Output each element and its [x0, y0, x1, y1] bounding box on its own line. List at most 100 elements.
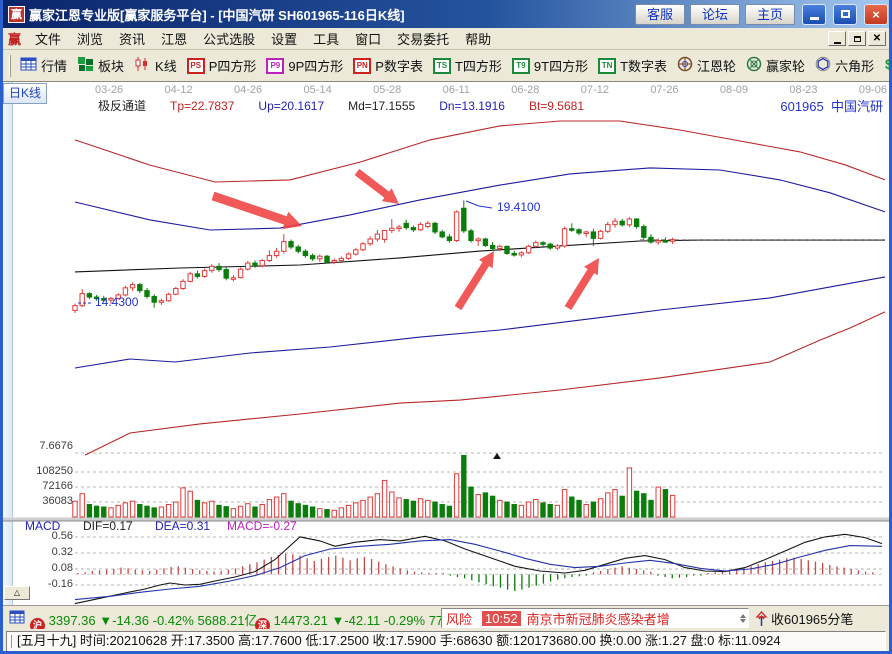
status-bar-ohlc: [五月十九] 时间:20210628 开:17.3500 高:17.7600 低…	[3, 629, 889, 651]
menu-item-资讯[interactable]: 资讯	[119, 32, 146, 47]
p9-box-icon: P9	[266, 57, 285, 74]
maximize-button[interactable]	[833, 3, 857, 25]
candle	[432, 221, 438, 235]
kline-period-tab[interactable]: 日K线	[3, 83, 47, 104]
volume-bar	[533, 499, 539, 518]
minimize-button[interactable]	[802, 3, 826, 25]
volume-bar	[367, 496, 373, 518]
volume-bar	[324, 509, 330, 518]
menu-item-文件[interactable]: 文件	[35, 32, 62, 47]
toolbar-grip[interactable]	[9, 54, 11, 77]
toolbar-button-赢家服务[interactable]: $赢家服务	[879, 53, 892, 78]
volume-bar	[417, 498, 424, 518]
left-panel-strip[interactable]	[3, 82, 13, 605]
close-button[interactable]: ×	[864, 3, 888, 25]
tick-feed-label: 收601965分笔	[771, 612, 854, 627]
candle	[525, 244, 532, 255]
quick-button-1[interactable]: 论坛	[690, 3, 740, 25]
volume-bar	[597, 498, 604, 518]
toolbar-button-P数字表[interactable]: PN P数字表	[348, 53, 428, 78]
candle	[79, 288, 85, 308]
mdi-minimize-icon	[833, 41, 841, 44]
toolbar-label-T数字表: T数字表	[620, 59, 668, 74]
dollar-icon: $	[884, 56, 892, 75]
candle	[511, 250, 517, 257]
mdi-close-button[interactable]: ✕	[868, 31, 886, 46]
toolbar-button-9T四方形[interactable]: T9 9T四方形	[507, 53, 593, 78]
candle	[115, 293, 121, 300]
macd-axis-label: -0.16	[47, 578, 73, 590]
toolbar-button-板块[interactable]: 板块	[72, 53, 129, 78]
menu-bar: 赢 文件 浏览 资讯 江恩 公式选股 设置 工具 窗口 交易委托 帮助 ✕	[3, 28, 889, 50]
toolbar-button-9P四方形[interactable]: P9 9P四方形	[261, 53, 348, 78]
toolbar-button-六角形[interactable]: 六角形	[810, 53, 879, 78]
candle	[101, 295, 107, 302]
tick-feed-status[interactable]: 收601965分笔	[755, 609, 853, 628]
toolbar-button-江恩轮[interactable]: 江恩轮	[672, 53, 741, 78]
volume-bar	[619, 495, 625, 518]
volume-bar	[353, 502, 359, 518]
candle	[410, 225, 417, 232]
menu-item-帮助[interactable]: 帮助	[465, 32, 492, 47]
quick-button-0[interactable]: 客服	[635, 3, 685, 25]
toolbar-button-行情[interactable]: 行情	[15, 53, 72, 78]
menu-item-设置[interactable]: 设置	[271, 32, 298, 47]
menu-item-窗口[interactable]: 窗口	[355, 32, 382, 47]
date-tick: 04-12	[164, 84, 193, 96]
toolbar-button-T四方形[interactable]: TS T四方形	[428, 53, 507, 78]
menu-item-浏览[interactable]: 浏览	[77, 32, 104, 47]
pane-splitter[interactable]	[3, 517, 889, 522]
mdi-minimize-button[interactable]	[828, 31, 846, 46]
candle	[403, 219, 409, 230]
news-scroll-buttons[interactable]	[738, 613, 748, 623]
macd-collapse-button[interactable]: △	[4, 586, 30, 600]
volume-bar	[309, 506, 316, 518]
volume-bar	[302, 504, 309, 518]
svg-text:$: $	[885, 56, 892, 72]
macd-macd-value: MACD=-0.27	[227, 519, 297, 533]
volume-bar	[115, 504, 121, 518]
candle	[468, 228, 474, 243]
menu-item-江恩[interactable]: 江恩	[161, 32, 188, 47]
price-chart-canvas[interactable]	[3, 82, 889, 605]
pn-box-icon: PN	[353, 57, 372, 74]
volume-bar	[338, 507, 345, 518]
candle	[605, 221, 611, 234]
toolbar-button-赢家轮[interactable]: 赢家轮	[741, 53, 810, 78]
candle	[259, 258, 265, 268]
winner-wheel-icon	[746, 56, 762, 75]
volume-bar	[525, 501, 532, 518]
high-price-label: 19.4100	[497, 200, 541, 214]
volume-bar	[122, 502, 129, 518]
toolbar-button-K线[interactable]: K线	[129, 53, 182, 78]
candle	[230, 274, 237, 282]
candle	[209, 264, 215, 273]
candle	[590, 228, 597, 246]
menu-item-公式选股[interactable]: 公式选股	[203, 32, 256, 47]
mdi-restore-button[interactable]	[848, 31, 866, 46]
sh-market-quote[interactable]: 沪 3397.36 ▼-14.36 -0.42% 5688.21亿	[30, 610, 257, 633]
toolbar-button-T数字表[interactable]: TN T数字表	[593, 53, 672, 78]
toolbar-label-T四方形: T四方形	[454, 59, 502, 74]
hexagon-icon	[815, 56, 831, 75]
sh-index: 3397.36	[48, 613, 96, 628]
candle	[367, 236, 373, 246]
volume-bar	[360, 499, 366, 518]
candle	[72, 303, 78, 313]
volume-bar	[137, 504, 143, 518]
volume-bar	[288, 500, 294, 518]
news-ticker[interactable]: 风险 10:52 南京市新冠肺炎感染者增	[441, 608, 749, 628]
candle	[338, 256, 345, 264]
candle	[187, 271, 193, 283]
menu-item-交易委托[interactable]: 交易委托	[397, 32, 450, 47]
candle	[475, 237, 481, 246]
quote-grid-icon[interactable]	[9, 609, 25, 628]
toolbar-label-赢家轮: 赢家轮	[766, 59, 806, 74]
menu-item-工具[interactable]: 工具	[313, 32, 340, 47]
sh-change: ▼-14.36	[99, 613, 149, 628]
toolbar-button-P四方形[interactable]: PS P四方形	[182, 53, 262, 78]
indicator-dn: Dn=13.1916	[439, 99, 505, 113]
quick-button-2[interactable]: 主页	[745, 3, 795, 25]
toolbar-label-K线: K线	[155, 59, 177, 74]
